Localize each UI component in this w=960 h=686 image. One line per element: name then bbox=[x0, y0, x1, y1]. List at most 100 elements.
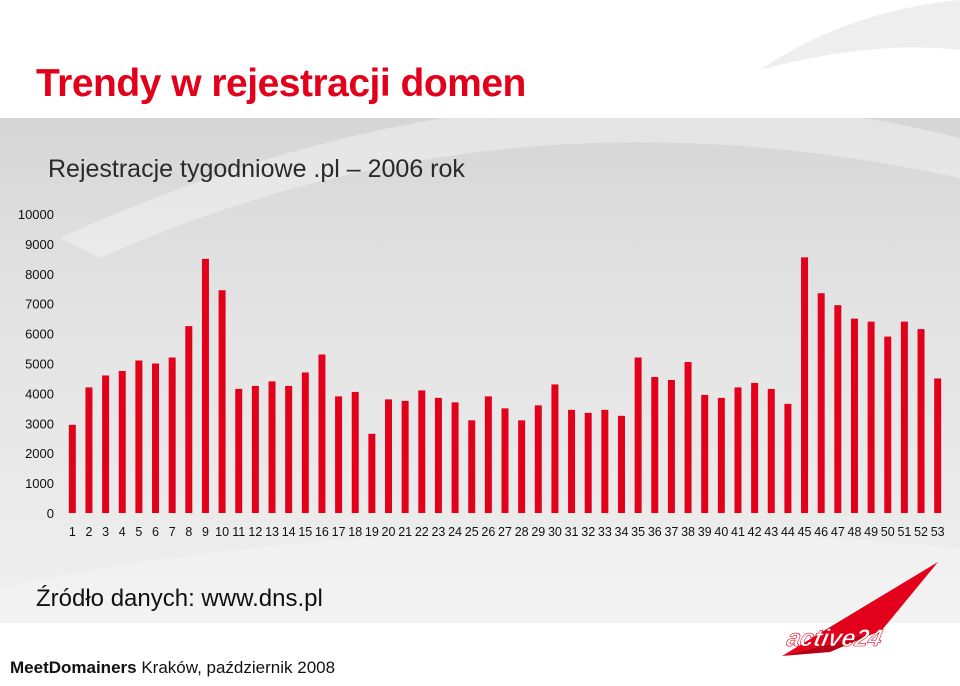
bar bbox=[251, 385, 259, 513]
x-tick-label: 8 bbox=[185, 525, 192, 539]
bar bbox=[401, 400, 409, 513]
x-tick-label: 10 bbox=[215, 525, 229, 539]
x-tick-label: 53 bbox=[931, 525, 945, 539]
x-tick-label: 36 bbox=[648, 525, 662, 539]
bar bbox=[584, 412, 592, 513]
bar bbox=[335, 396, 343, 513]
bar bbox=[801, 257, 809, 513]
x-tick-label: 31 bbox=[565, 525, 579, 539]
x-tick-label: 47 bbox=[831, 525, 845, 539]
x-tick-label: 7 bbox=[169, 525, 176, 539]
x-tick-label: 50 bbox=[881, 525, 895, 539]
active24-logo: active24 bbox=[782, 562, 938, 656]
x-tick-label: 34 bbox=[615, 525, 629, 539]
x-tick-label: 39 bbox=[698, 525, 712, 539]
bar bbox=[418, 390, 426, 513]
x-tick-label: 33 bbox=[598, 525, 612, 539]
x-tick-label: 22 bbox=[415, 525, 429, 539]
slide-title: Trendy w rejestracji domen bbox=[36, 62, 526, 105]
x-tick-label: 16 bbox=[315, 525, 329, 539]
x-tick-label: 45 bbox=[798, 525, 812, 539]
x-tick-label: 18 bbox=[348, 525, 362, 539]
bar bbox=[85, 387, 93, 513]
bar bbox=[68, 424, 76, 513]
x-tick-label: 28 bbox=[515, 525, 529, 539]
top-swoosh-decoration bbox=[760, 0, 960, 70]
bar bbox=[218, 290, 226, 513]
chart-title: Rejestracje tygodniowe .pl – 2006 rok bbox=[48, 155, 465, 183]
x-tick-label: 12 bbox=[248, 525, 262, 539]
x-tick-label: 15 bbox=[298, 525, 312, 539]
bar bbox=[201, 258, 209, 513]
bar bbox=[884, 336, 892, 513]
x-tick-label: 43 bbox=[764, 525, 778, 539]
x-tick-label: 17 bbox=[332, 525, 346, 539]
bar bbox=[701, 394, 709, 513]
y-tick-label: 5000 bbox=[25, 357, 54, 372]
y-tick-label: 8000 bbox=[25, 267, 54, 282]
bar bbox=[351, 391, 359, 513]
bar bbox=[568, 409, 576, 513]
x-tick-label: 9 bbox=[202, 525, 209, 539]
bar bbox=[235, 388, 243, 513]
data-source-note: Źródło danych: www.dns.pl bbox=[36, 585, 323, 612]
y-tick-label: 3000 bbox=[25, 416, 54, 431]
bar bbox=[168, 357, 176, 513]
background-swoosh bbox=[0, 118, 960, 623]
bar bbox=[917, 329, 925, 513]
x-tick-label: 21 bbox=[398, 525, 412, 539]
x-tick-label: 13 bbox=[265, 525, 279, 539]
bar bbox=[850, 318, 858, 513]
y-tick-label: 2000 bbox=[25, 446, 54, 461]
x-tick-label: 11 bbox=[232, 525, 245, 539]
x-tick-label: 44 bbox=[781, 525, 795, 539]
y-tick-label: 7000 bbox=[25, 297, 54, 312]
bar bbox=[651, 376, 659, 513]
y-tick-label: 0 bbox=[47, 506, 54, 521]
x-tick-label: 49 bbox=[864, 525, 878, 539]
bar bbox=[751, 382, 759, 513]
x-tick-label: 20 bbox=[382, 525, 396, 539]
x-tick-label: 30 bbox=[548, 525, 562, 539]
x-tick-label: 51 bbox=[897, 525, 911, 539]
bar bbox=[934, 378, 942, 513]
bar bbox=[451, 402, 459, 513]
x-tick-label: 19 bbox=[365, 525, 379, 539]
x-tick-label: 46 bbox=[814, 525, 828, 539]
logo-text: active24 bbox=[784, 625, 885, 652]
bar bbox=[285, 385, 293, 513]
x-tick-label: 29 bbox=[531, 525, 545, 539]
bar bbox=[102, 375, 110, 513]
bar bbox=[318, 354, 326, 513]
y-tick-label: 6000 bbox=[25, 327, 54, 342]
x-tick-label: 48 bbox=[848, 525, 862, 539]
x-tick-label: 52 bbox=[914, 525, 928, 539]
bar bbox=[268, 381, 276, 513]
bar bbox=[717, 397, 725, 513]
x-tick-label: 14 bbox=[282, 525, 296, 539]
bar bbox=[534, 405, 542, 513]
bar bbox=[667, 379, 675, 513]
x-tick-label: 2 bbox=[85, 525, 92, 539]
x-tick-label: 23 bbox=[431, 525, 445, 539]
bar bbox=[900, 321, 908, 513]
x-tick-label: 38 bbox=[681, 525, 695, 539]
bar bbox=[551, 384, 559, 513]
bar bbox=[501, 408, 509, 513]
bar bbox=[684, 362, 692, 513]
bar bbox=[601, 409, 609, 513]
y-tick-label: 10000 bbox=[18, 207, 54, 222]
x-tick-label: 40 bbox=[714, 525, 728, 539]
x-tick-label: 4 bbox=[119, 525, 126, 539]
y-tick-label: 9000 bbox=[25, 237, 54, 252]
x-tick-label: 6 bbox=[152, 525, 159, 539]
bar bbox=[368, 433, 376, 513]
bar bbox=[784, 403, 792, 513]
x-tick-label: 1 bbox=[69, 525, 76, 539]
bar bbox=[734, 387, 742, 513]
bar bbox=[817, 293, 825, 513]
bar bbox=[185, 326, 193, 513]
y-tick-label: 4000 bbox=[25, 386, 54, 401]
bar bbox=[468, 420, 476, 513]
bar bbox=[867, 321, 875, 513]
